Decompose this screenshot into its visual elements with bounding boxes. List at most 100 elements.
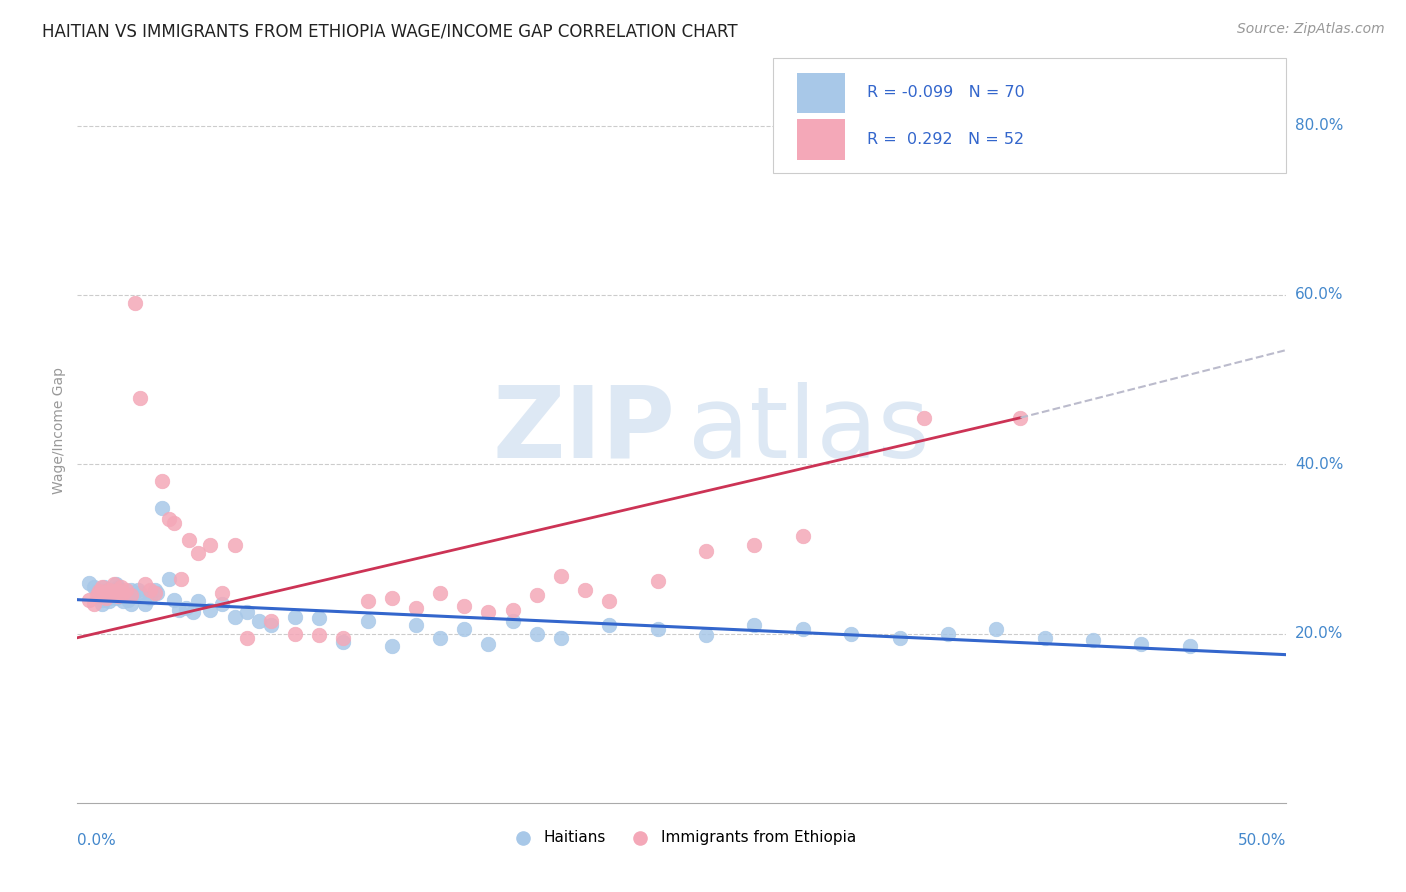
Point bbox=[79, 575, 101, 590]
Point bbox=[177, 533, 200, 548]
Point bbox=[502, 614, 524, 628]
Point bbox=[247, 614, 270, 628]
Point bbox=[87, 584, 110, 599]
Point bbox=[695, 628, 717, 642]
Point bbox=[284, 609, 307, 624]
Point bbox=[792, 529, 814, 543]
Point bbox=[211, 597, 233, 611]
Point bbox=[502, 603, 524, 617]
Point bbox=[93, 586, 115, 600]
Point bbox=[105, 591, 128, 605]
Point bbox=[187, 546, 209, 560]
Point bbox=[86, 584, 108, 599]
Point bbox=[127, 582, 149, 597]
Point bbox=[550, 569, 572, 583]
Point bbox=[550, 631, 572, 645]
Point bbox=[477, 606, 499, 620]
Point bbox=[332, 635, 354, 649]
Point bbox=[79, 592, 101, 607]
Text: 40.0%: 40.0% bbox=[1295, 457, 1343, 472]
Point bbox=[235, 631, 257, 645]
Y-axis label: Wage/Income Gap: Wage/Income Gap bbox=[52, 367, 66, 494]
Text: atlas: atlas bbox=[688, 382, 929, 479]
Point bbox=[356, 594, 378, 608]
Point bbox=[224, 538, 246, 552]
Point bbox=[134, 577, 156, 591]
Point bbox=[122, 589, 145, 603]
Legend: Haitians, Immigrants from Ethiopia: Haitians, Immigrants from Ethiopia bbox=[501, 824, 863, 851]
Point bbox=[381, 591, 404, 605]
Point bbox=[429, 586, 451, 600]
Point bbox=[143, 582, 166, 597]
Point bbox=[429, 631, 451, 645]
Point bbox=[792, 622, 814, 636]
Point bbox=[308, 611, 330, 625]
Point bbox=[1178, 639, 1201, 653]
Point bbox=[211, 586, 233, 600]
Point bbox=[90, 589, 112, 603]
Point bbox=[134, 597, 156, 611]
Point bbox=[598, 618, 620, 632]
Point bbox=[986, 622, 1008, 636]
Point bbox=[744, 618, 766, 632]
Point bbox=[86, 589, 108, 603]
Point bbox=[200, 538, 222, 552]
Point bbox=[170, 572, 193, 586]
Bar bbox=[797, 72, 845, 113]
Point bbox=[1033, 631, 1056, 645]
Text: 50.0%: 50.0% bbox=[1239, 833, 1286, 848]
Point bbox=[124, 296, 146, 310]
Point bbox=[163, 592, 186, 607]
Point bbox=[163, 516, 186, 531]
Point bbox=[889, 631, 911, 645]
Point bbox=[308, 628, 330, 642]
Point bbox=[90, 580, 112, 594]
Point bbox=[107, 580, 129, 594]
Point bbox=[103, 582, 125, 597]
Point bbox=[143, 586, 166, 600]
Point bbox=[117, 592, 139, 607]
Point bbox=[100, 589, 122, 603]
Text: 60.0%: 60.0% bbox=[1295, 287, 1343, 302]
Point bbox=[97, 591, 120, 605]
Point bbox=[120, 589, 142, 603]
Text: Source: ZipAtlas.com: Source: ZipAtlas.com bbox=[1237, 22, 1385, 37]
Point bbox=[526, 626, 548, 640]
Point bbox=[1081, 633, 1104, 648]
Point bbox=[381, 639, 404, 653]
Point bbox=[93, 584, 115, 599]
Point bbox=[97, 582, 120, 597]
Point bbox=[356, 614, 378, 628]
Point bbox=[129, 391, 152, 405]
Point bbox=[1010, 410, 1032, 425]
Point bbox=[139, 591, 162, 605]
Point bbox=[260, 614, 283, 628]
Point bbox=[120, 582, 142, 597]
Text: R =  0.292   N = 52: R = 0.292 N = 52 bbox=[868, 132, 1024, 147]
Point bbox=[183, 606, 205, 620]
Point bbox=[260, 618, 283, 632]
Point bbox=[103, 586, 125, 600]
Point bbox=[647, 622, 669, 636]
Point bbox=[744, 538, 766, 552]
Point bbox=[90, 592, 112, 607]
Text: R = -0.099   N = 70: R = -0.099 N = 70 bbox=[868, 86, 1025, 101]
Point bbox=[1130, 637, 1153, 651]
Point bbox=[112, 594, 135, 608]
Point bbox=[146, 586, 169, 600]
Point bbox=[912, 410, 935, 425]
Point bbox=[598, 594, 620, 608]
Point bbox=[114, 582, 136, 597]
Point bbox=[87, 589, 110, 603]
Point bbox=[200, 603, 222, 617]
Point bbox=[574, 582, 596, 597]
Point bbox=[477, 637, 499, 651]
Point bbox=[97, 594, 120, 608]
Point bbox=[139, 582, 162, 597]
Point bbox=[110, 586, 132, 600]
FancyBboxPatch shape bbox=[773, 58, 1286, 173]
Point bbox=[839, 626, 862, 640]
Text: ZIP: ZIP bbox=[494, 382, 676, 479]
Point bbox=[284, 626, 307, 640]
Point bbox=[107, 589, 129, 603]
